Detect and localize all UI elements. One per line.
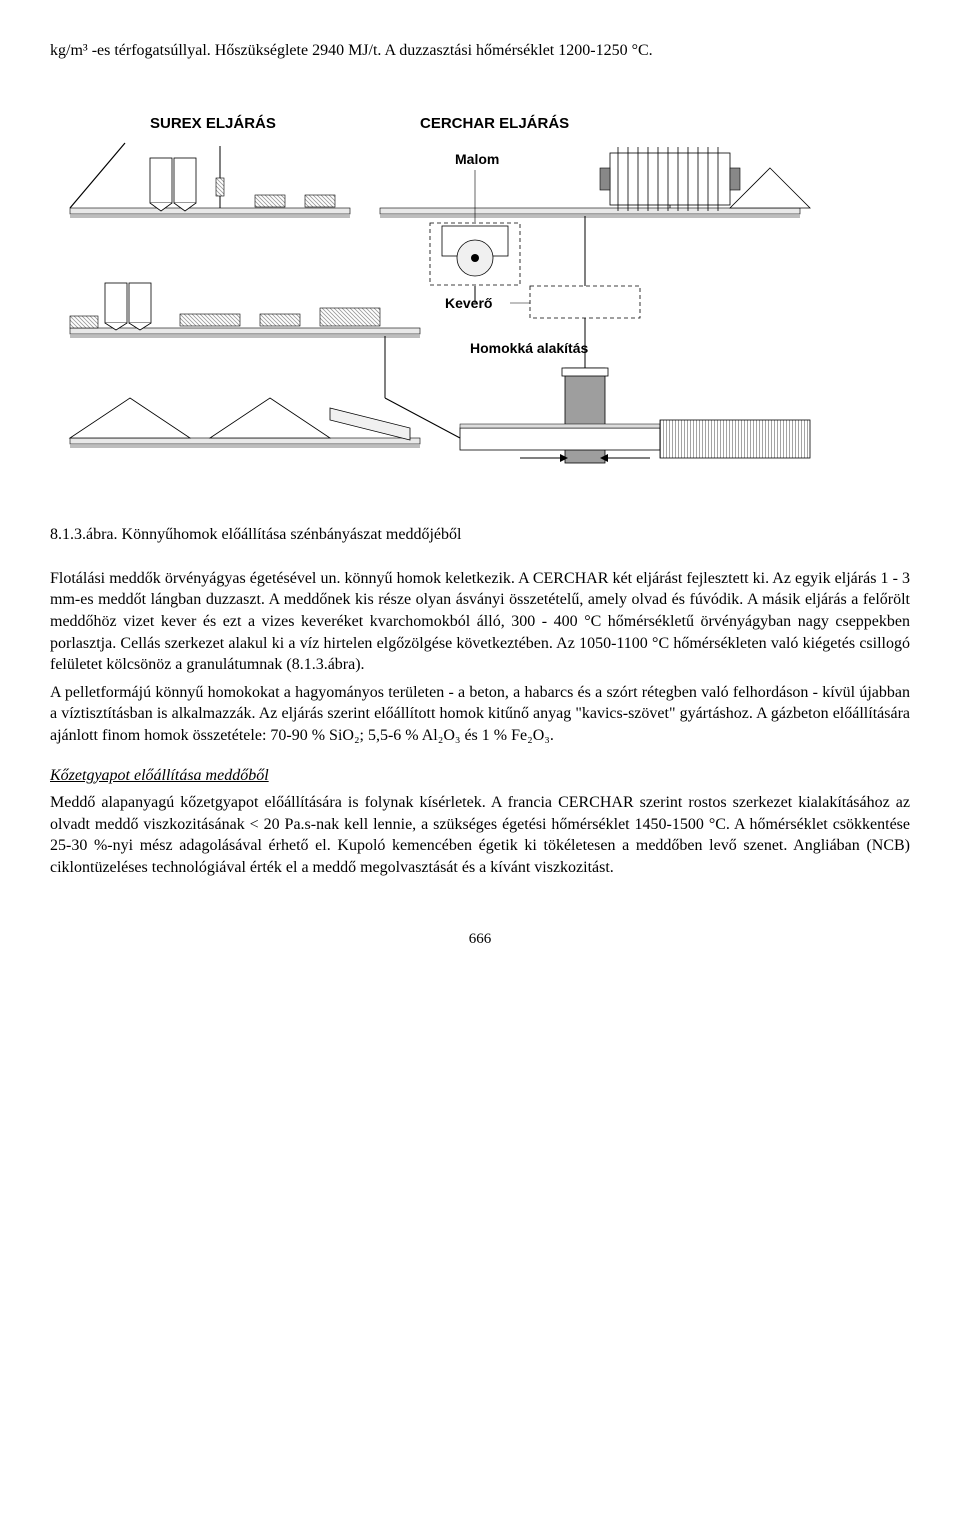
kevero-label: Keverő (445, 295, 492, 311)
body-paragraph-1: Flotálási meddők örvényágyas égetésével … (50, 568, 910, 676)
intro-paragraph: kg/m³ -es térfogatsúllyal. Hőszükséglete… (50, 40, 910, 62)
surex-label: SUREX ELJÁRÁS (150, 115, 276, 132)
process-diagram: SUREX ELJÁRÁS CERCHAR ELJÁRÁS Malom (50, 108, 830, 488)
page-number: 666 (50, 929, 910, 949)
homokka-label: Homokká alakítás (470, 340, 588, 356)
body-paragraph-3: Meddő alapanyagú kőzetgyapot előállításá… (50, 792, 910, 878)
body-paragraph-2: A pelletformájú könnyű homokokat a hagyo… (50, 682, 910, 747)
malom-label: Malom (455, 151, 499, 167)
figure-caption: 8.1.3.ábra. Könnyűhomok előállítása szén… (50, 524, 910, 546)
cerchar-label: CERCHAR ELJÁRÁS (420, 115, 569, 132)
section-heading: Kőzetgyapot előállítása meddőből (50, 765, 910, 787)
